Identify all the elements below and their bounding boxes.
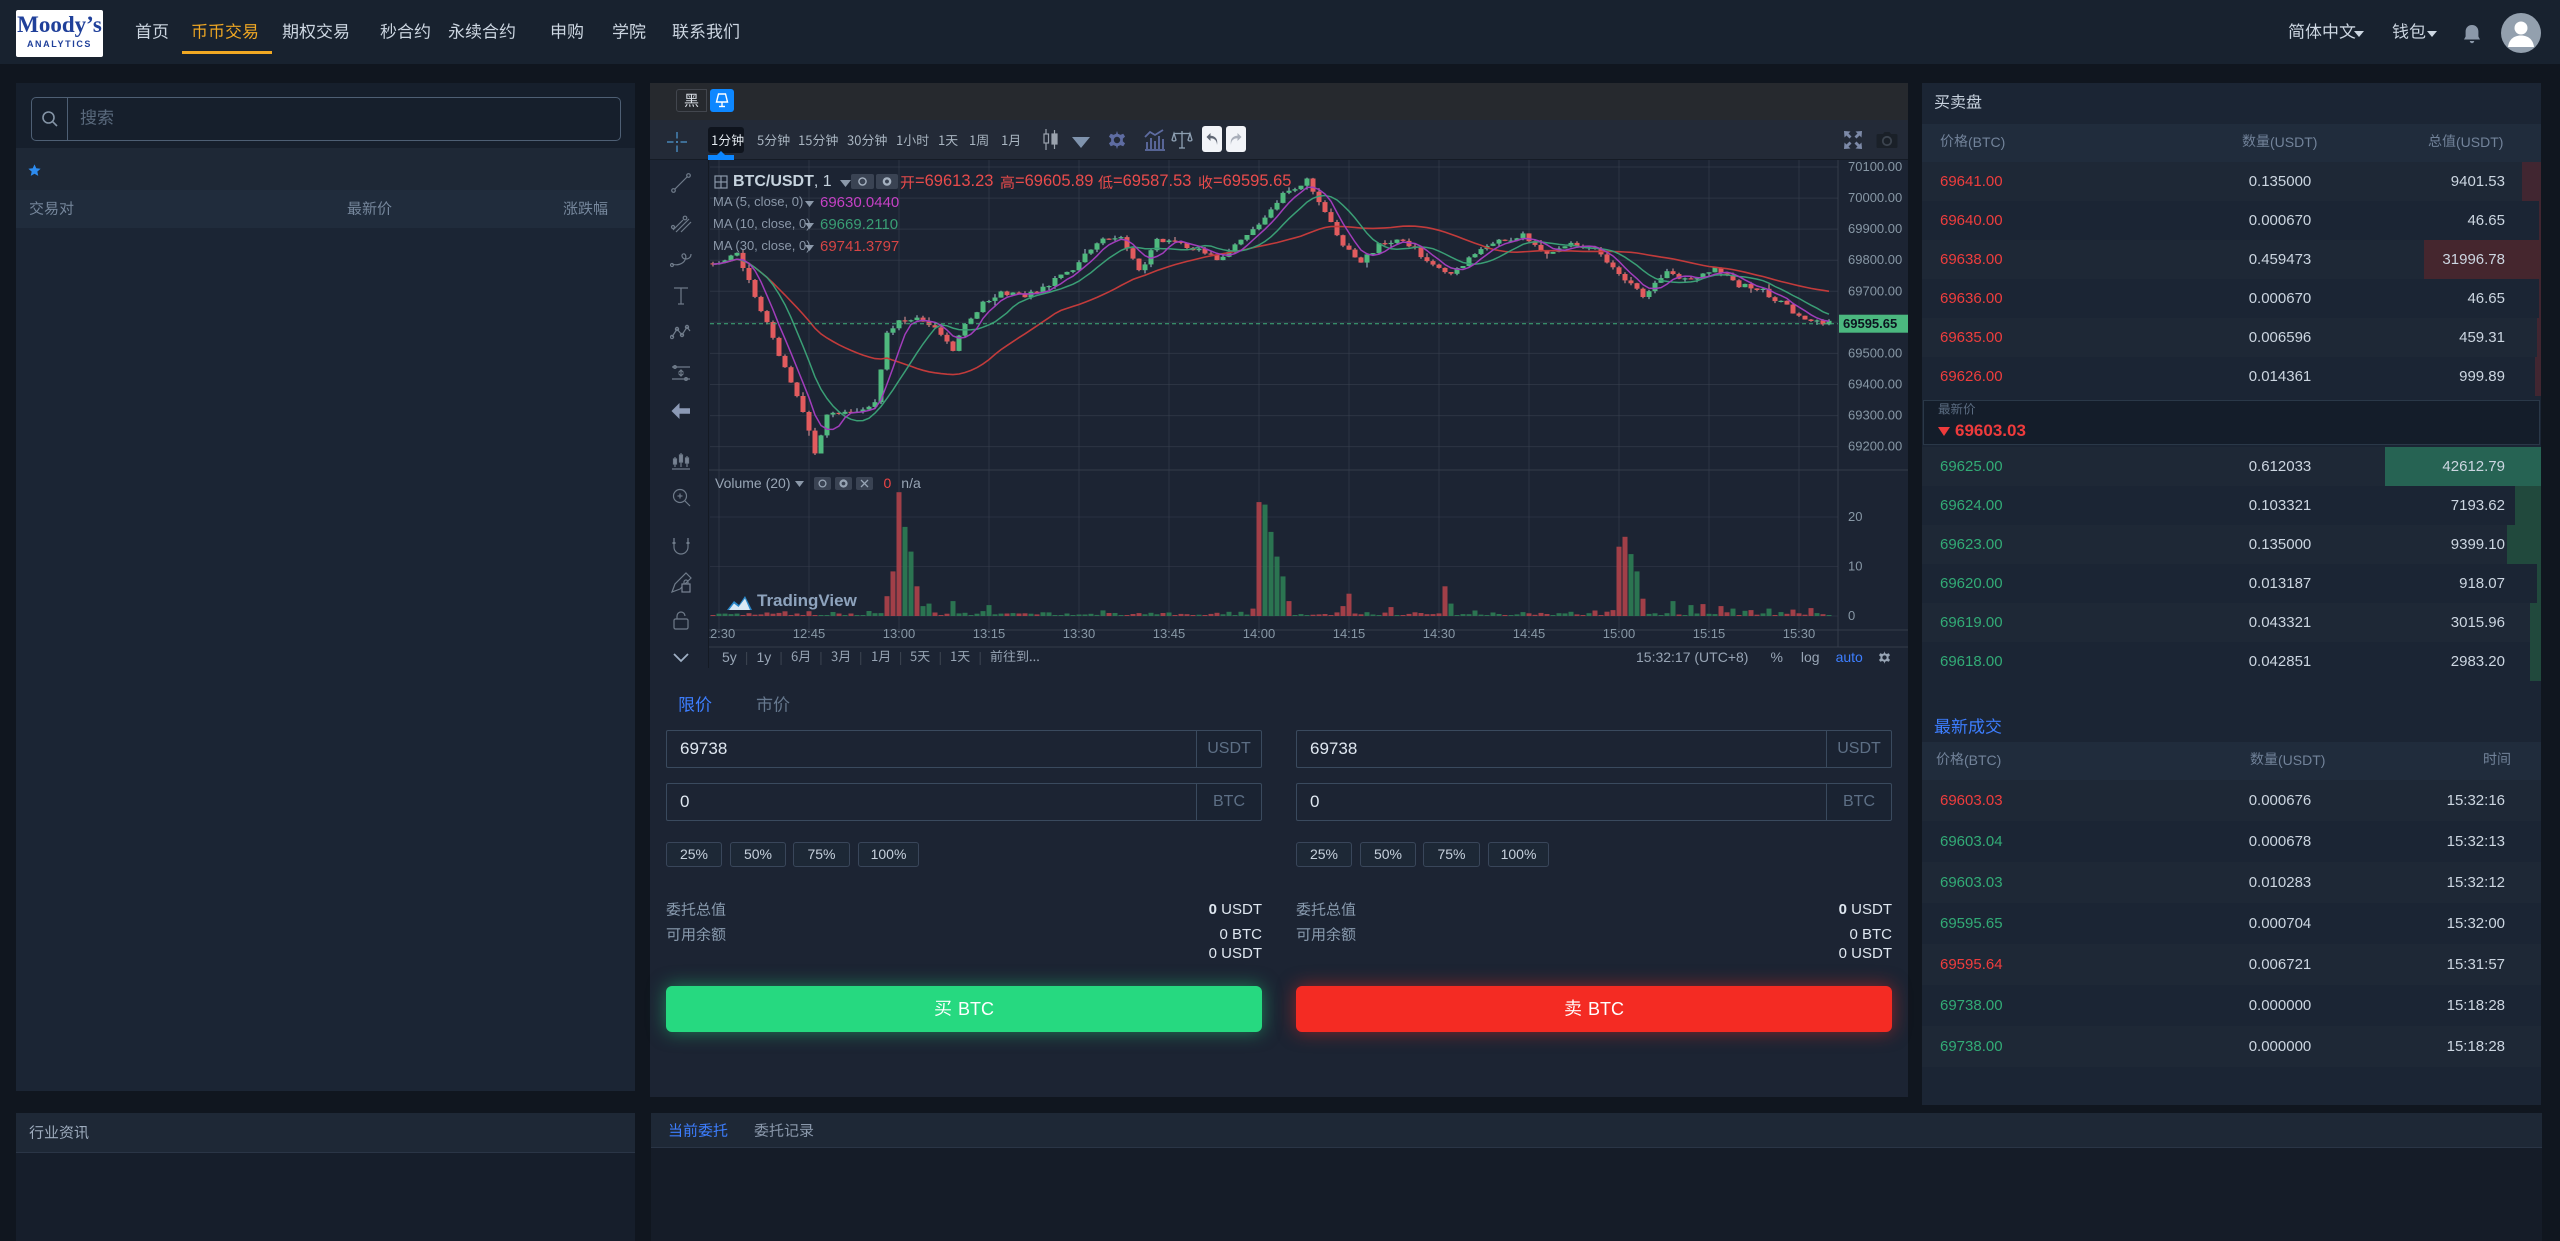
svg-text:10: 10: [1848, 559, 1862, 574]
svg-text:69300.00: 69300.00: [1848, 408, 1902, 423]
svg-text:20: 20: [1848, 509, 1862, 524]
svg-text:15:00: 15:00: [1603, 626, 1636, 641]
svg-text:70100.00: 70100.00: [1848, 160, 1902, 174]
svg-text:0: 0: [1848, 608, 1855, 623]
svg-text:69595.65: 69595.65: [1843, 316, 1897, 331]
svg-text:69900.00: 69900.00: [1848, 221, 1902, 236]
svg-text:13:15: 13:15: [973, 626, 1006, 641]
svg-text:69200.00: 69200.00: [1848, 439, 1902, 454]
svg-text:15:30: 15:30: [1783, 626, 1816, 641]
svg-text:13:00: 13:00: [883, 626, 916, 641]
svg-text:14:45: 14:45: [1513, 626, 1546, 641]
svg-text:69400.00: 69400.00: [1848, 377, 1902, 392]
svg-text:13:30: 13:30: [1063, 626, 1096, 641]
svg-text:69500.00: 69500.00: [1848, 345, 1902, 360]
svg-text:70000.00: 70000.00: [1848, 190, 1902, 205]
svg-text:14:30: 14:30: [1423, 626, 1456, 641]
svg-text:15:15: 15:15: [1693, 626, 1726, 641]
svg-text:14:15: 14:15: [1333, 626, 1366, 641]
svg-text:12:30: 12:30: [703, 626, 736, 641]
svg-text:14:00: 14:00: [1243, 626, 1276, 641]
svg-text:13:45: 13:45: [1153, 626, 1186, 641]
svg-text:69800.00: 69800.00: [1848, 252, 1902, 267]
svg-text:69700.00: 69700.00: [1848, 283, 1902, 298]
svg-text:12:45: 12:45: [793, 626, 826, 641]
